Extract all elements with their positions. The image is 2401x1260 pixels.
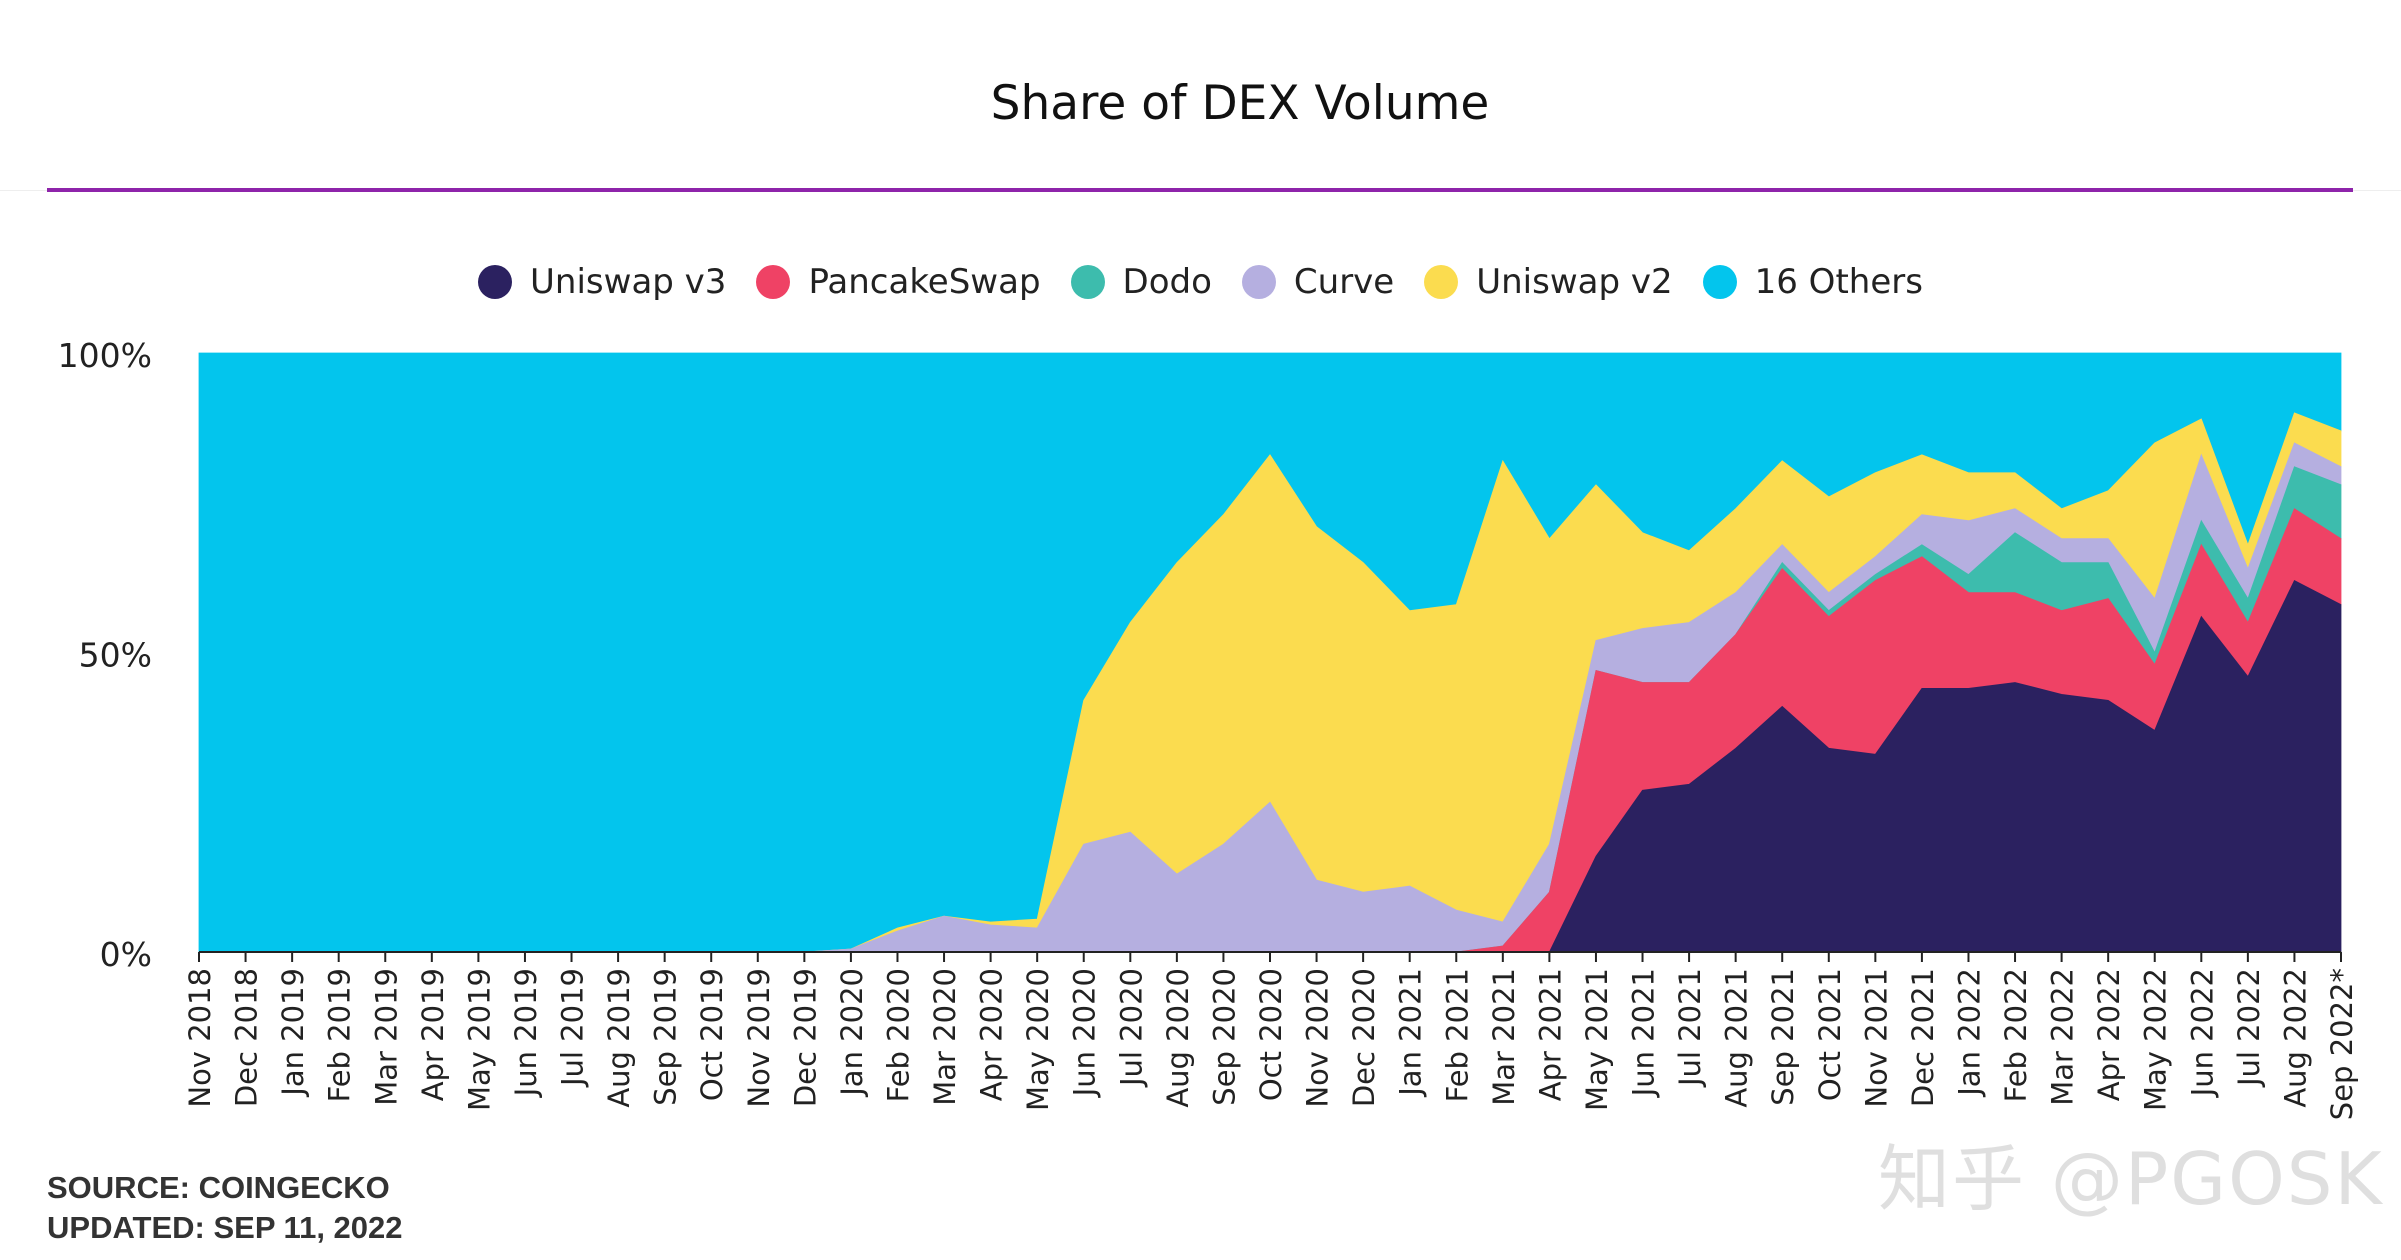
x-tick-label: Sep 2020 — [1207, 968, 1241, 1106]
legend: Uniswap v3 PancakeSwap Dodo Curve Uniswap v2… — [0, 252, 2401, 312]
x-tick-label: Jun 2021 — [1627, 968, 1661, 1098]
x-tick-label: Nov 2021 — [1859, 968, 1893, 1108]
x-tick-label: Feb 2022 — [1999, 968, 2033, 1102]
x-tick-label: May 2022 — [2139, 968, 2173, 1111]
x-tick-label: Mar 2022 — [2046, 968, 2080, 1106]
x-tick-label: May 2019 — [462, 968, 496, 1111]
x-tick-label: Jan 2019 — [276, 968, 310, 1098]
x-tick-label: Jul 2020 — [1114, 968, 1148, 1088]
legend-label: Uniswap v3 — [530, 262, 727, 302]
legend-label: 16 Others — [1754, 262, 1923, 302]
x-tick-label: Dec 2018 — [230, 968, 264, 1107]
legend-swatch — [1424, 265, 1459, 299]
x-tick-label: Jun 2020 — [1068, 968, 1102, 1098]
x-tick-label: Sep 2019 — [649, 968, 683, 1106]
y-tick-label: 100% — [58, 336, 152, 375]
x-tick-label: Aug 2019 — [602, 968, 636, 1108]
legend-item[interactable]: Dodo — [1070, 262, 1212, 302]
x-tick-label: Apr 2021 — [1533, 968, 1567, 1101]
legend-item[interactable]: 16 Others — [1702, 262, 1923, 302]
x-tick-label: Dec 2020 — [1347, 968, 1381, 1107]
x-tick-label: Oct 2021 — [1813, 968, 1847, 1101]
x-tick-label: Feb 2020 — [881, 968, 915, 1102]
x-tick-label: Dec 2021 — [1906, 968, 1940, 1107]
x-tick-label: May 2021 — [1580, 968, 1614, 1111]
legend-label: Curve — [1293, 262, 1395, 302]
watermark-text: 知乎 @PGOSK — [1878, 1137, 2384, 1221]
legend-swatch — [756, 265, 791, 299]
legend-swatch — [1070, 265, 1105, 299]
x-tick-label: Aug 2021 — [1720, 968, 1754, 1108]
x-tick-label: Jul 2019 — [556, 968, 590, 1088]
x-tick-label: Aug 2022 — [2278, 968, 2312, 1108]
legend-item[interactable]: PancakeSwap — [756, 262, 1041, 302]
legend-label: Uniswap v2 — [1476, 262, 1673, 302]
x-tick-label: Nov 2020 — [1301, 968, 1335, 1108]
x-tick-label: Jan 2021 — [1394, 968, 1428, 1098]
x-tick-label: Nov 2019 — [742, 968, 776, 1108]
x-tick-label: Jul 2022 — [2232, 968, 2266, 1088]
x-tick-label: Aug 2020 — [1161, 968, 1195, 1108]
legend-swatch — [1241, 265, 1276, 299]
source-block: SOURCE: COINGECKO UPDATED: SEP 11, 2022 — [47, 1168, 403, 1248]
x-tick-label: Oct 2020 — [1254, 968, 1288, 1101]
x-tick-label: Jan 2020 — [835, 968, 869, 1098]
x-tick-label: Dec 2019 — [788, 968, 822, 1107]
x-tick-label: Sep 2022* — [2325, 968, 2359, 1120]
x-tick-label: Feb 2021 — [1440, 968, 1474, 1102]
x-tick-label: Apr 2019 — [416, 968, 450, 1101]
title-rule — [47, 188, 2353, 192]
legend-label: Dodo — [1122, 262, 1212, 302]
updated-text: UPDATED: SEP 11, 2022 — [47, 1210, 403, 1245]
x-tick-label: Apr 2020 — [975, 968, 1009, 1101]
y-tick-label: 0% — [100, 935, 152, 974]
x-tick-label: Mar 2019 — [369, 968, 403, 1106]
x-tick-label: Jul 2021 — [1673, 968, 1707, 1088]
y-tick-label: 50% — [79, 636, 152, 675]
x-tick-label: May 2020 — [1021, 968, 1055, 1111]
legend-item[interactable]: Uniswap v3 — [478, 262, 726, 302]
x-tick-label: Apr 2022 — [2092, 968, 2126, 1101]
legend-label: PancakeSwap — [808, 262, 1041, 302]
chart-title: Share of DEX Volume — [990, 76, 1490, 131]
x-tick-label: Jan 2022 — [1952, 968, 1986, 1098]
x-tick-label: Oct 2019 — [695, 968, 729, 1101]
legend-swatch — [1702, 265, 1737, 299]
x-tick-label: Jun 2019 — [509, 968, 543, 1098]
x-tick-label: Mar 2021 — [1487, 968, 1521, 1106]
x-tick-label: Mar 2020 — [928, 968, 962, 1106]
x-tick-label: Nov 2018 — [183, 968, 217, 1108]
x-tick-label: Sep 2021 — [1766, 968, 1800, 1106]
legend-item[interactable]: Uniswap v2 — [1424, 262, 1673, 302]
x-tick-label: Feb 2019 — [323, 968, 357, 1102]
legend-item[interactable]: Curve — [1241, 262, 1395, 302]
x-tick-label: Jun 2022 — [2185, 968, 2219, 1098]
source-text: SOURCE: COINGECKO — [47, 1170, 390, 1205]
legend-swatch — [478, 265, 513, 299]
